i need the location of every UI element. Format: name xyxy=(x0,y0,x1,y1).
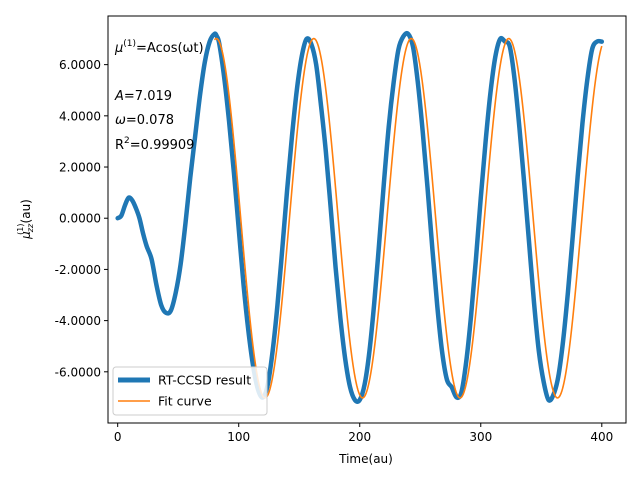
legend-label-rt-ccsd: RT-CCSD result xyxy=(158,373,251,388)
y-axis-label-sub: zz xyxy=(26,223,35,233)
x-tick-label: 0 xyxy=(114,430,122,444)
formula-body: =Acos(ωt) xyxy=(136,41,204,56)
axes-frame xyxy=(107,15,627,424)
y-tick-label: 2.0000 xyxy=(59,161,101,175)
series-rt-ccsd-line xyxy=(115,31,605,404)
omega-label: ω xyxy=(115,113,126,128)
x-tick-label: 300 xyxy=(469,430,492,444)
y-tick-label: -2.0000 xyxy=(55,263,101,277)
legend-label-fit-curve: Fit curve xyxy=(158,394,212,409)
omega-value: =0.078 xyxy=(126,113,174,128)
y-tick-label: -4.0000 xyxy=(55,314,101,328)
legend-box xyxy=(112,366,268,416)
y-axis-label: μzz(1)(au) xyxy=(16,199,35,240)
amplitude-value: =7.019 xyxy=(124,89,172,104)
legend: RT-CCSD result Fit curve xyxy=(112,366,268,416)
formula-prefix: μ xyxy=(114,41,123,56)
r2-label: R xyxy=(115,138,124,153)
omega-annotation: ω=0.078 xyxy=(115,113,174,128)
x-axis-label: Time(au) xyxy=(338,452,393,466)
y-axis-label-unit: (au) xyxy=(19,199,33,223)
ticks-layer: 0 100 200 300 400 -6.0000 -4.0000 -2.0000 0.0000… xyxy=(55,58,614,444)
amplitude-annotation: A=7.019 xyxy=(114,89,172,104)
r2-annotation: R2=0.99909 xyxy=(115,136,194,153)
y-tick-label: 4.0000 xyxy=(59,109,101,123)
amplitude-label: A xyxy=(114,89,124,104)
r2-value: =0.99909 xyxy=(130,138,195,153)
y-tick-label: 0.0000 xyxy=(59,212,101,226)
series-layer xyxy=(115,31,605,404)
y-axis-label-main: μ xyxy=(19,231,33,240)
y-tick-label: 6.0000 xyxy=(59,58,101,72)
x-tick-label: 100 xyxy=(227,430,250,444)
y-tick-label: -6.0000 xyxy=(55,365,101,379)
r2-sup: 2 xyxy=(124,136,130,146)
x-tick-label: 200 xyxy=(348,430,371,444)
series-fit-curve-line xyxy=(213,37,603,399)
formula-sup: (1) xyxy=(123,39,136,49)
y-axis-label-sup: (1) xyxy=(16,223,25,234)
x-tick-label: 400 xyxy=(590,430,613,444)
formula-annotation: μ(1)=Acos(ωt) xyxy=(114,39,204,56)
